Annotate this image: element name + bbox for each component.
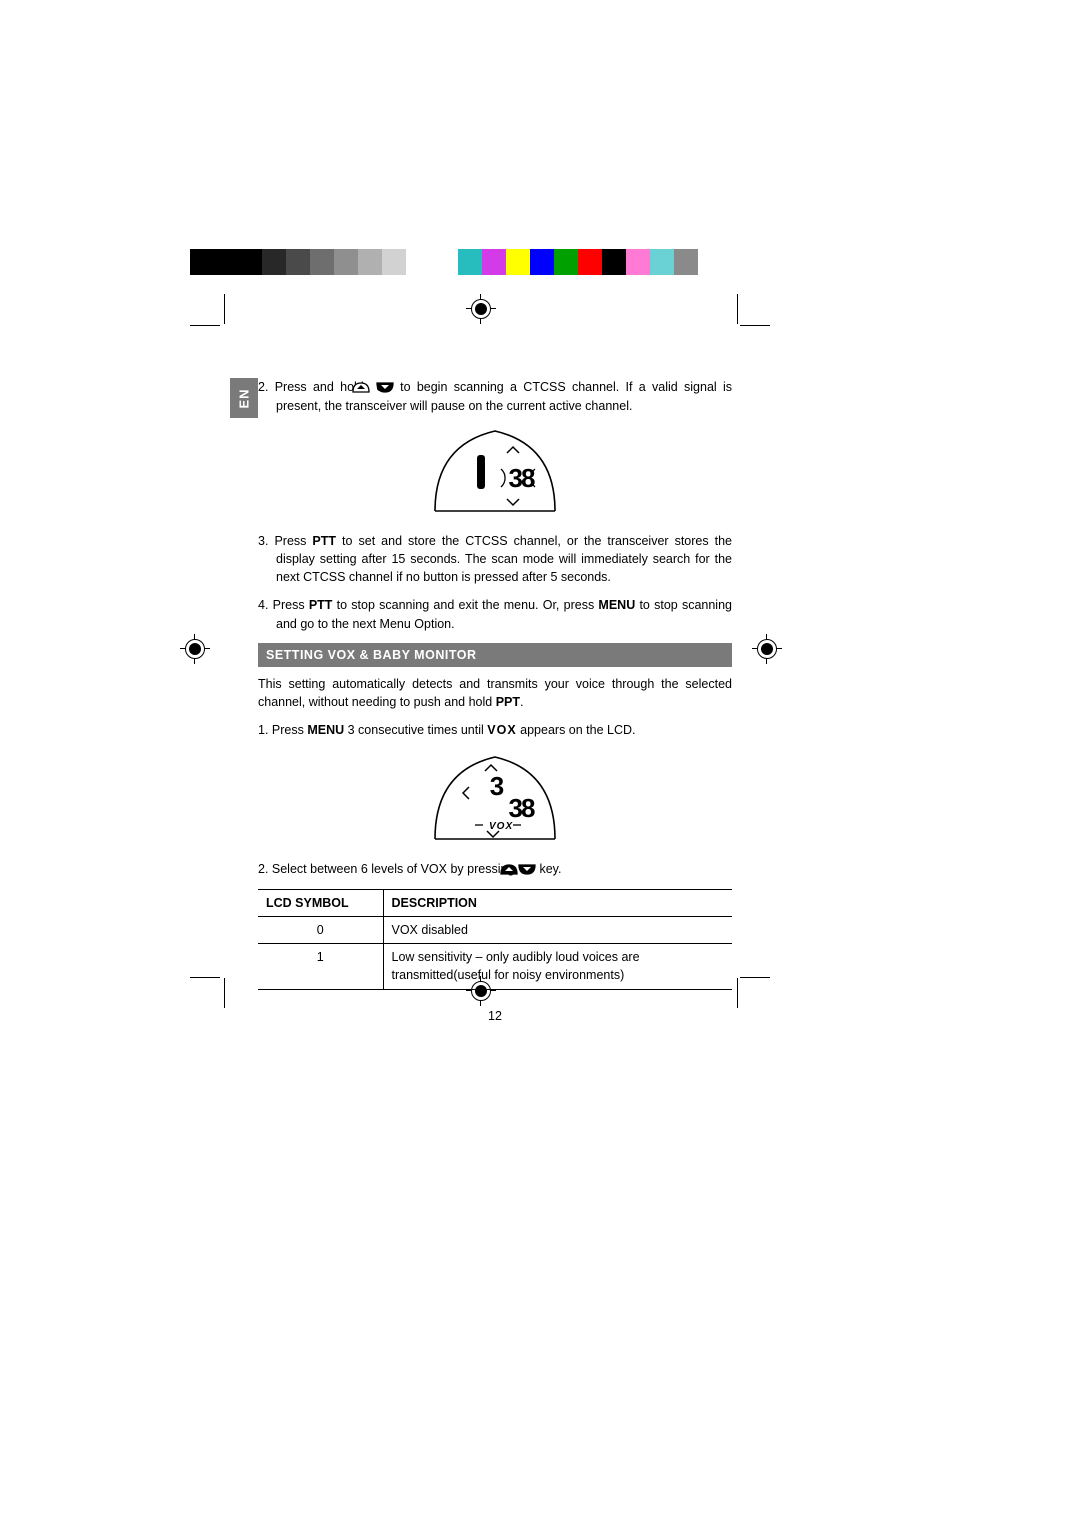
- ptt-label: PTT: [309, 598, 333, 612]
- table-header: DESCRIPTION: [383, 890, 732, 917]
- table-row: 1 Low sensitivity – only audibly loud vo…: [258, 944, 732, 989]
- svg-text:VOX: VOX: [489, 821, 513, 832]
- color-swatch: [626, 249, 650, 275]
- crop-mark: [737, 978, 738, 1008]
- crop-mark: [737, 294, 738, 324]
- printer-color-bar: [190, 249, 740, 275]
- table-cell: 1: [258, 944, 383, 989]
- text: key.: [539, 862, 561, 876]
- table-header: LCD SYMBOL: [258, 890, 383, 917]
- table-cell: 0: [258, 917, 383, 944]
- text: 4. Press: [258, 598, 309, 612]
- text: .: [520, 695, 523, 709]
- color-swatch: [430, 249, 458, 275]
- text: 3 consecutive times until: [344, 723, 487, 737]
- crop-mark: [740, 325, 770, 326]
- registration-mark-top: [466, 294, 496, 324]
- registration-mark-right: [752, 634, 782, 664]
- step-2: 2. Press and hold or to begin scanning a…: [258, 378, 732, 415]
- color-swatch: [458, 249, 482, 275]
- crop-mark: [224, 294, 225, 324]
- color-swatch: [482, 249, 506, 275]
- menu-label: MENU: [598, 598, 635, 612]
- color-swatch: [602, 249, 626, 275]
- color-swatch: [310, 249, 334, 275]
- crop-mark: [224, 978, 225, 1008]
- table-cell: VOX disabled: [383, 917, 732, 944]
- color-swatch: [238, 249, 262, 275]
- section-intro: This setting automatically detects and t…: [258, 675, 732, 711]
- color-swatch: [506, 249, 530, 275]
- color-swatch: [530, 249, 554, 275]
- ppt-label: PPT: [496, 695, 520, 709]
- color-swatch: [214, 249, 238, 275]
- table-header-row: LCD SYMBOL DESCRIPTION: [258, 890, 732, 917]
- color-swatch: [578, 249, 602, 275]
- step-4: 4. Press PTT to stop scanning and exit t…: [258, 596, 732, 632]
- registration-mark-left: [180, 634, 210, 664]
- text: to stop scanning and exit the menu. Or, …: [332, 598, 598, 612]
- color-swatch: [358, 249, 382, 275]
- menu-label: MENU: [307, 723, 344, 737]
- color-swatch: [406, 249, 430, 275]
- svg-text:3: 3: [490, 771, 504, 801]
- color-swatch: [554, 249, 578, 275]
- lcd-illustration-2: 3 38 VOX: [258, 749, 732, 846]
- ptt-label: PTT: [312, 534, 336, 548]
- table-row: 0 VOX disabled: [258, 917, 732, 944]
- vox-step-2: 2. Select between 6 levels of VOX by pre…: [258, 860, 732, 879]
- table-cell: Low sensitivity – only audibly loud voic…: [383, 944, 732, 989]
- page-content: 2. Press and hold or to begin scanning a…: [258, 378, 732, 990]
- color-swatch: [286, 249, 310, 275]
- color-swatch: [262, 249, 286, 275]
- crop-mark: [190, 325, 220, 326]
- color-swatch: [334, 249, 358, 275]
- color-swatch: [650, 249, 674, 275]
- crop-mark: [740, 977, 770, 978]
- vox-word: VOX: [487, 723, 516, 737]
- vox-step-1: 1. Press MENU 3 consecutive times until …: [258, 721, 732, 739]
- language-tab: EN: [230, 378, 258, 418]
- crop-mark: [190, 977, 220, 978]
- lcd-illustration-1: 38: [258, 425, 732, 518]
- text: to set and store the CTCSS channel, or t…: [276, 534, 732, 584]
- color-swatch: [674, 249, 698, 275]
- language-tab-label: EN: [237, 388, 252, 408]
- page-number: 12: [258, 1007, 732, 1025]
- text: 1. Press: [258, 723, 307, 737]
- color-swatch: [382, 249, 406, 275]
- text: 2. Select between 6 levels of VOX by pre…: [258, 862, 518, 876]
- vox-table: LCD SYMBOL DESCRIPTION 0 VOX disabled 1 …: [258, 889, 732, 990]
- svg-text:38: 38: [509, 793, 535, 823]
- color-swatch: [190, 249, 214, 275]
- text: 3. Press: [258, 534, 312, 548]
- step-3: 3. Press PTT to set and store the CTCSS …: [258, 532, 732, 586]
- section-heading: SETTING VOX & BABY MONITOR: [258, 643, 732, 667]
- text: appears on the LCD.: [517, 723, 636, 737]
